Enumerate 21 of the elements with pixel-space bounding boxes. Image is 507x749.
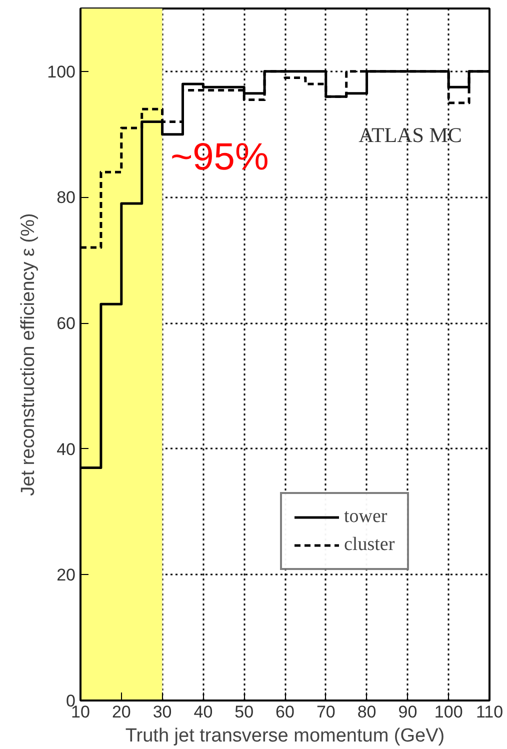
x-tick-label: 50 [234,702,254,722]
x-tick-label: 30 [152,702,172,722]
annotation: ATLAS MC [358,122,462,147]
x-tick-label: 100 [434,702,463,722]
x-tick-label: 60 [276,702,294,722]
x-tick-label: 20 [112,702,131,722]
legend-label: tower [344,506,388,528]
legend-label: cluster [344,534,395,556]
y-tick-label: 60 [56,314,76,334]
y-axis-title: Jet reconstruction efficiency ε (%) [18,213,40,496]
x-tick-label: 90 [398,702,418,722]
y-tick-label: 20 [56,566,76,585]
annotation: ~95% [170,136,269,178]
x-axis-title: Truth jet transverse momentum (GeV) [125,726,445,746]
x-tick-label: 110 [476,702,504,722]
y-tick-label: 40 [56,440,76,459]
x-tick-label: 40 [194,702,213,722]
y-tick-label: 100 [47,62,76,82]
x-tick-label: 70 [316,702,336,722]
x-tick-label: 80 [357,702,376,722]
y-tick-label: 80 [56,188,76,208]
